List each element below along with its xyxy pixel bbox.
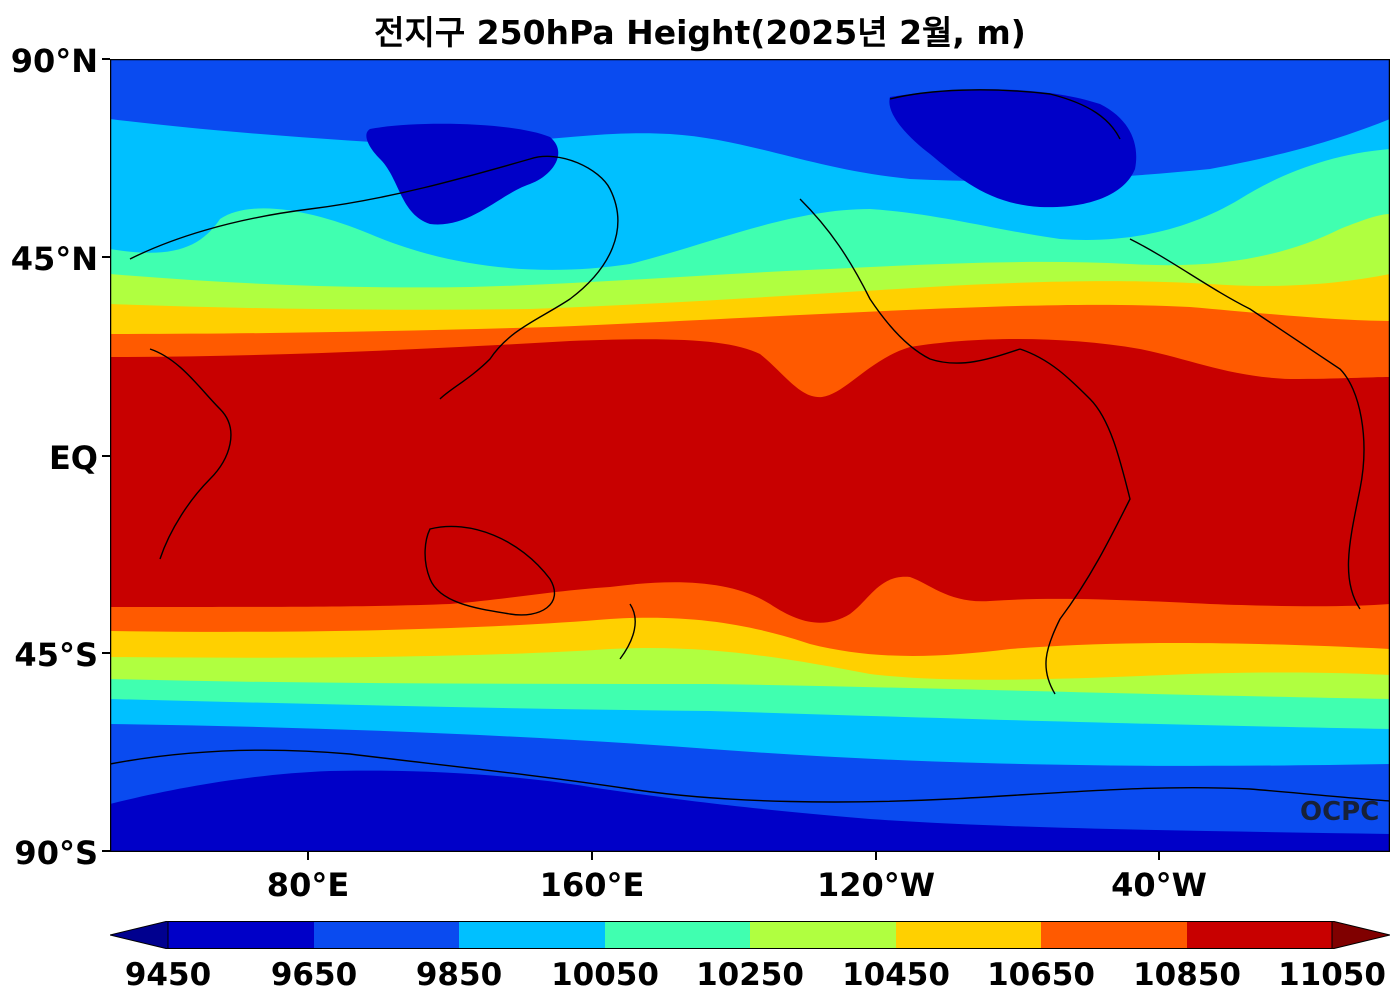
colorbar-label-10250: 10250: [696, 957, 804, 993]
height-field-map: [109, 58, 1391, 853]
tick-x-80e: [307, 852, 309, 860]
tick-y-45s: [102, 652, 110, 654]
map-title: 전지구 250hPa Height(2025년 2월, m): [374, 13, 1026, 52]
tick-x-120w: [875, 852, 877, 860]
map-border: [109, 58, 1391, 853]
colorbar-label-10850: 10850: [1133, 957, 1241, 993]
coast-north-america-west: [799, 198, 1021, 364]
lat-label-45s: 45°S: [14, 636, 98, 674]
band-9450-9650-south: [110, 770, 1390, 852]
colorbar-segment-1: [168, 921, 314, 949]
lon-label-160e: 160°E: [539, 866, 645, 904]
colorbar-segment-2: [314, 921, 459, 949]
coast-arctic-canada: [889, 89, 1121, 140]
lat-label-45n: 45°N: [10, 240, 98, 278]
colorbar-label-9450: 9450: [124, 957, 212, 993]
colorbar-segment-6: [896, 921, 1041, 949]
colorbar: [109, 920, 1391, 950]
band-10850-11050: [110, 339, 1390, 623]
low-canada: [889, 89, 1137, 208]
coast-south-america: [1019, 348, 1131, 695]
colorbar-extend-low: [109, 920, 169, 950]
lat-label-90s: 90°S: [14, 834, 98, 872]
colorbar-segment-7: [1041, 921, 1187, 949]
coastlines: [109, 89, 1391, 803]
colorbar-label-10050: 10050: [551, 957, 659, 993]
low-siberia: [366, 123, 559, 225]
colorbar-border: [167, 921, 1333, 949]
ocpc-watermark: OCPC: [1300, 797, 1380, 827]
lat-label-90n: 90°N: [10, 42, 98, 80]
tick-x-160e: [591, 852, 593, 860]
coast-australia: [424, 525, 556, 616]
coast-asia: [129, 155, 619, 400]
colorbar-label-10650: 10650: [987, 957, 1095, 993]
colorbar-label-9650: 9650: [270, 957, 358, 993]
colorbar-label-9850: 9850: [415, 957, 503, 993]
lat-label-eq: EQ: [48, 439, 98, 477]
coast-india-africa: [149, 348, 232, 560]
tick-y-eq: [102, 455, 110, 457]
tick-y-45n: [102, 256, 110, 258]
colorbar-svg: [109, 920, 1391, 950]
colorbar-extend-high: [1331, 920, 1391, 950]
lon-label-80e: 80°E: [266, 866, 350, 904]
colorbar-segment-3: [459, 921, 605, 949]
colorbar-label-11050: 11050: [1278, 957, 1386, 993]
colorbar-segment-4: [605, 921, 750, 949]
map-area[interactable]: [109, 58, 1391, 853]
colorbar-label-10450: 10450: [842, 957, 950, 993]
colorbar-segment-5: [750, 921, 896, 949]
tick-y-90n: [102, 58, 110, 60]
coast-newzealand: [619, 603, 636, 660]
tick-x-40w: [1158, 852, 1160, 860]
lon-label-120w: 120°W: [816, 866, 936, 904]
colorbar-segment-8: [1187, 921, 1332, 949]
lon-label-40w: 40°W: [1111, 866, 1207, 904]
coast-antarctica: [109, 749, 1391, 803]
tick-y-90s: [102, 850, 110, 852]
coast-europe-africa: [1129, 238, 1365, 610]
